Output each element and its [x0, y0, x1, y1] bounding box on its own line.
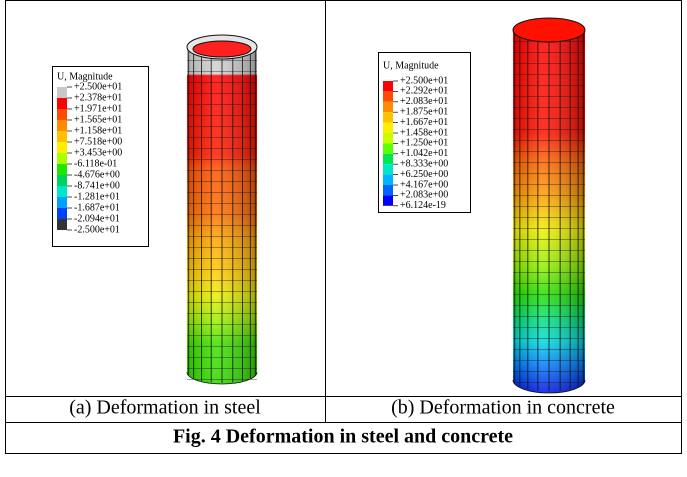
legend-swatch: [383, 81, 393, 92]
legend-swatch: [57, 109, 67, 120]
legend-title: U, Magnitude: [383, 60, 439, 71]
legend-label: +1.875e+01: [400, 106, 448, 117]
legend-label: +1.565e+01: [74, 114, 122, 125]
legend-swatch: [57, 142, 67, 153]
legend-label: +8.333e+00: [400, 158, 448, 169]
legend-label: +2.083e+00: [400, 190, 448, 201]
legend-swatch: [57, 208, 67, 219]
panel-caption: (b) Deformation in concrete: [391, 397, 615, 419]
figure-caption: Fig. 4 Deformation in steel and concrete: [173, 426, 513, 448]
legend-label: +1.458e+01: [400, 127, 448, 138]
legend-swatch: [383, 91, 393, 102]
concrete-model: [512, 17, 586, 394]
legend-title: U, Magnitude: [57, 71, 113, 82]
legend-label: +1.667e+01: [400, 117, 448, 128]
legend-label: -2.500e+01: [74, 224, 120, 235]
legend-swatch: [57, 197, 67, 208]
legend-label: +3.453e+00: [74, 147, 122, 158]
steel-model: [186, 34, 258, 385]
legend-swatch: [383, 195, 393, 206]
legend-swatch: [383, 153, 393, 165]
legend-label: -2.094e+01: [74, 213, 120, 224]
legend-label: +2.500e+01: [74, 81, 122, 92]
legends: U, Magnitude+2.500e+01+2.378e+01+1.971e+…: [52, 52, 471, 247]
table-border: [5, 0, 682, 454]
legend-swatch: [57, 164, 67, 175]
legend-label: +2.378e+01: [74, 92, 122, 103]
legend-swatch: [383, 185, 393, 196]
legend-swatch: [57, 131, 67, 142]
legend-label: +1.250e+01: [400, 138, 448, 149]
legend-swatch: [383, 101, 393, 113]
legend-swatch: [57, 219, 67, 230]
legend-label: +6.124e-19: [400, 200, 446, 211]
legend-label: -4.676e+00: [74, 169, 120, 180]
legend-label: +2.500e+01: [400, 75, 448, 86]
legend-swatch: [57, 153, 67, 164]
legend-label: -1.281e+01: [74, 191, 120, 202]
legend-label: -8.741e+00: [74, 180, 120, 191]
legend-swatch: [57, 120, 67, 131]
legend-label: +4.167e+00: [400, 179, 448, 190]
legend-swatch: [57, 87, 67, 98]
legend-swatch: [383, 112, 393, 123]
legend-swatch: [383, 122, 393, 133]
legend-swatch: [383, 133, 393, 144]
legend-label: +1.158e+01: [74, 125, 122, 136]
legend-label: +1.042e+01: [400, 148, 448, 159]
legend-label: +2.083e+01: [400, 96, 448, 107]
legend-swatch: [57, 186, 67, 197]
legend-swatch: [383, 174, 393, 185]
legend-label: +2.292e+01: [400, 86, 448, 97]
legend-box: [52, 66, 149, 247]
legend-label: +6.250e+00: [400, 169, 448, 180]
legend-box: [378, 52, 471, 213]
legend-swatch: [57, 175, 67, 186]
legend-label: -6.118e-01: [74, 158, 117, 169]
legend-swatch: [383, 143, 393, 154]
legend-label: +7.518e+00: [74, 136, 122, 147]
panel-caption: (a) Deformation in steel: [69, 397, 261, 419]
legend-label: +1.971e+01: [74, 103, 122, 114]
legend-swatch: [57, 98, 67, 109]
legend-swatch: [383, 164, 393, 175]
legend-label: -1.687e+01: [74, 202, 120, 213]
